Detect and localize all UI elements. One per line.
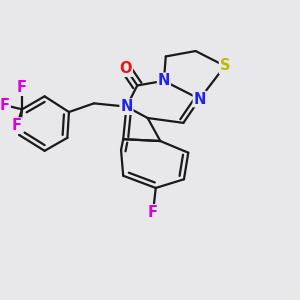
- Text: S: S: [220, 58, 230, 74]
- Text: O: O: [120, 61, 132, 76]
- Text: F: F: [0, 98, 10, 113]
- Text: F: F: [148, 205, 158, 220]
- Text: N: N: [120, 99, 133, 114]
- Text: F: F: [12, 118, 22, 133]
- Text: N: N: [194, 92, 206, 106]
- Text: N: N: [158, 74, 170, 88]
- Text: F: F: [17, 80, 27, 95]
